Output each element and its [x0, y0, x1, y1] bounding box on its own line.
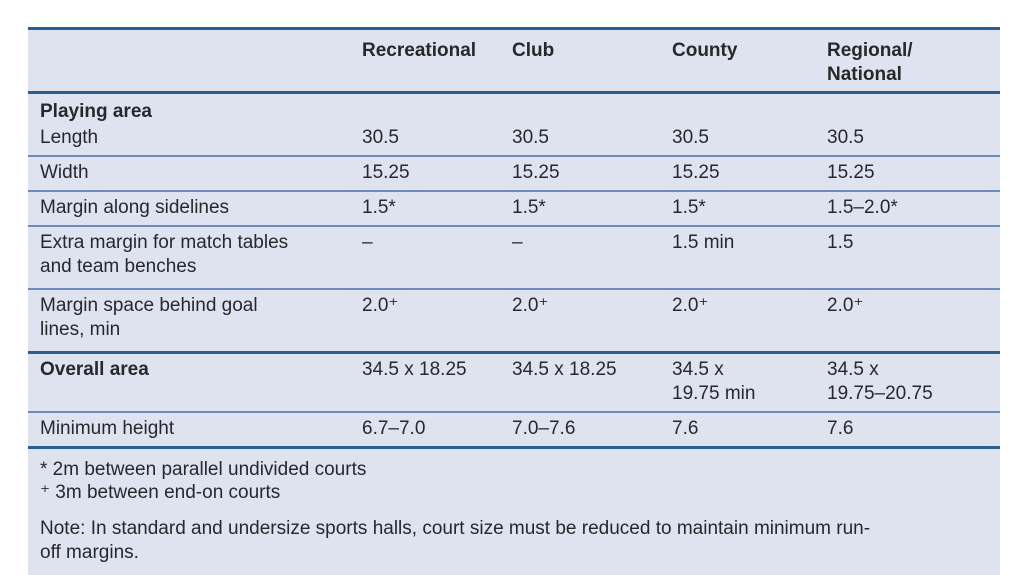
- cell: 1.5*: [665, 191, 820, 227]
- header-row: Recreational Club County Regional/ Natio…: [28, 30, 1000, 94]
- col-header-county: County: [665, 30, 820, 94]
- cell: 1.5*: [355, 191, 505, 227]
- cell: 1.5–2.0*: [820, 191, 1000, 227]
- cell: –: [355, 226, 505, 290]
- cell: 34.5 x 18.25: [505, 352, 665, 413]
- cell: 2.0⁺: [505, 289, 665, 354]
- table-row-width: Width 15.25 15.25 15.25 15.25: [28, 156, 1000, 192]
- cell: 30.5: [505, 124, 665, 157]
- cell: 1.5*: [505, 191, 665, 227]
- cell: 2.0⁺: [355, 289, 505, 354]
- row-label-width: Width: [28, 156, 355, 192]
- cell: 6.7–7.0: [355, 412, 505, 449]
- cell: 30.5: [665, 124, 820, 157]
- row-label-playing-area: Playing area: [40, 101, 152, 122]
- table-row-playing-area: Playing area: [28, 93, 1000, 125]
- cell: [355, 93, 505, 125]
- cell: [665, 93, 820, 125]
- cell: 15.25: [505, 156, 665, 192]
- cell: 15.25: [820, 156, 1000, 192]
- footnote-plus: ⁺ 3m between end-on courts: [40, 482, 281, 503]
- row-label-margin-goal-lines: Margin space behind goal lines, min: [28, 289, 355, 354]
- cell: 34.5 x 18.25: [355, 352, 505, 413]
- cell: 7.0–7.6: [505, 412, 665, 449]
- footnote-asterisk: * 2m between parallel undivided courts: [40, 459, 367, 480]
- row-label-length: Length: [28, 124, 355, 157]
- table-row-margin-goal-lines: Margin space behind goal lines, min 2.0⁺…: [28, 289, 1000, 354]
- row-label-margin-sidelines: Margin along sidelines: [28, 191, 355, 227]
- cell: [820, 93, 1000, 125]
- requirements-table: Recreational Club County Regional/ Natio…: [28, 27, 1000, 575]
- table-row-length: Length 30.5 30.5 30.5 30.5: [28, 124, 1000, 157]
- col-header-regional-national: Regional/ National: [820, 30, 1000, 94]
- row-label-extra-margin: Extra margin for match tables and team b…: [28, 226, 355, 290]
- cell: 2.0⁺: [820, 289, 1000, 354]
- row-label-overall-area: Overall area: [28, 352, 355, 413]
- cell: 2.0⁺: [665, 289, 820, 354]
- table-row-margin-sidelines: Margin along sidelines 1.5* 1.5* 1.5* 1.…: [28, 191, 1000, 227]
- col-header-blank: [28, 30, 355, 94]
- table-row-overall-area: Overall area 34.5 x 18.25 34.5 x 18.25 3…: [28, 352, 1000, 413]
- col-header-recreational: Recreational: [355, 30, 505, 94]
- cell: –: [505, 226, 665, 290]
- note-text: Note: In standard and undersize sports h…: [40, 518, 871, 563]
- cell: 34.5 x 19.75 min: [665, 352, 820, 413]
- table-row-extra-margin: Extra margin for match tables and team b…: [28, 226, 1000, 290]
- cell: 15.25: [355, 156, 505, 192]
- cell: 1.5 min: [665, 226, 820, 290]
- cell: 1.5: [820, 226, 1000, 290]
- data-table: Recreational Club County Regional/ Natio…: [28, 30, 1000, 449]
- cell: 7.6: [820, 412, 1000, 449]
- cell: 30.5: [820, 124, 1000, 157]
- cell: [505, 93, 665, 125]
- col-header-club: Club: [505, 30, 665, 94]
- cell: 15.25: [665, 156, 820, 192]
- cell: 30.5: [355, 124, 505, 157]
- footnotes-block: * 2m between parallel undivided courts ⁺…: [28, 449, 1000, 575]
- cell: 7.6: [665, 412, 820, 449]
- row-label-minimum-height: Minimum height: [28, 412, 355, 449]
- cell: 34.5 x 19.75–20.75: [820, 352, 1000, 413]
- table-row-minimum-height: Minimum height 6.7–7.0 7.0–7.6 7.6 7.6: [28, 412, 1000, 449]
